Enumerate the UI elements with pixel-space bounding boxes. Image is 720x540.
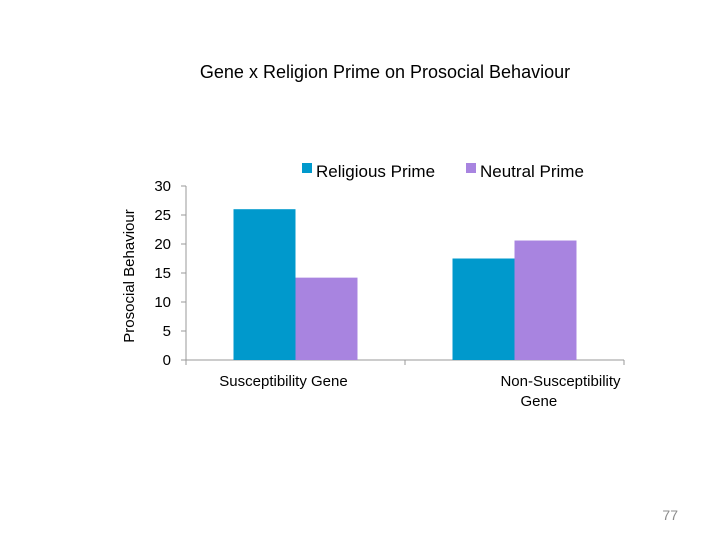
x-tick-labels: Susceptibility Gene Non-Susceptibility Gen… [219, 373, 621, 410]
chart-legend: Religious Prime Neutral Prime [302, 162, 584, 181]
legend-label: Religious Prime [316, 162, 435, 181]
y-tick-label: 5 [163, 323, 171, 340]
page-number: 77 [662, 507, 678, 523]
x-tick-label: Non-Susceptibility [500, 373, 621, 390]
chart-title: Gene x Religion Prime on Prosocial Behav… [200, 62, 570, 82]
chart-bars [233, 209, 577, 360]
bar-religious-prime [452, 258, 515, 360]
x-tick-label: Gene [521, 393, 558, 410]
y-tick-label: 10 [154, 294, 171, 311]
bar-neutral-prime [514, 240, 577, 360]
y-tick-label: 15 [154, 265, 171, 282]
x-tick-label: Susceptibility Gene [219, 373, 347, 390]
legend-swatch [466, 163, 476, 173]
y-tick-label: 0 [163, 352, 171, 369]
y-tick-label: 25 [154, 207, 171, 224]
bar-neutral-prime [295, 277, 358, 360]
y-tick-labels: 0 5 10 15 20 25 30 [154, 178, 171, 369]
y-axis-label: Prosocial Behaviour [121, 209, 138, 342]
y-tick-label: 30 [154, 178, 171, 195]
legend-swatch [302, 163, 312, 173]
bar-religious-prime [233, 209, 296, 360]
legend-label: Neutral Prime [480, 162, 584, 181]
y-tick-label: 20 [154, 236, 171, 253]
